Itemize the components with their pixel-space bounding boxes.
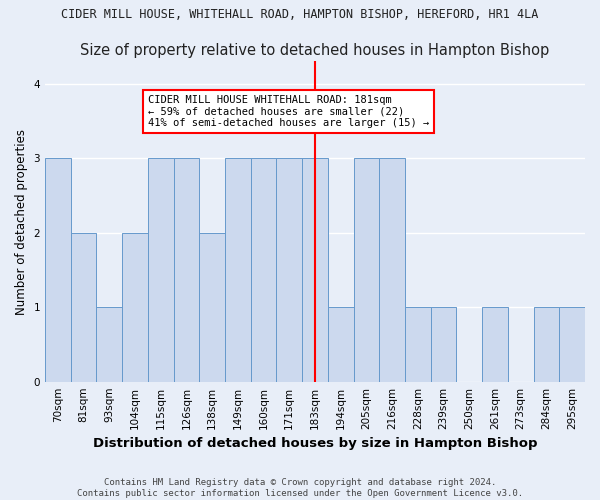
Bar [431,307,457,382]
Bar [482,307,508,382]
Bar [71,232,97,382]
Bar [45,158,71,382]
Text: CIDER MILL HOUSE WHITEHALL ROAD: 181sqm
← 59% of detached houses are smaller (22: CIDER MILL HOUSE WHITEHALL ROAD: 181sqm … [148,95,429,128]
Bar [122,232,148,382]
Text: Contains HM Land Registry data © Crown copyright and database right 2024.
Contai: Contains HM Land Registry data © Crown c… [77,478,523,498]
Bar [251,158,277,382]
Bar [225,158,251,382]
Text: CIDER MILL HOUSE, WHITEHALL ROAD, HAMPTON BISHOP, HEREFORD, HR1 4LA: CIDER MILL HOUSE, WHITEHALL ROAD, HAMPTO… [61,8,539,20]
Bar [199,232,225,382]
Bar [302,158,328,382]
Title: Size of property relative to detached houses in Hampton Bishop: Size of property relative to detached ho… [80,42,550,58]
Bar [173,158,199,382]
Bar [379,158,405,382]
Bar [533,307,559,382]
Bar [148,158,173,382]
Bar [559,307,585,382]
Bar [328,307,353,382]
Bar [277,158,302,382]
Bar [353,158,379,382]
X-axis label: Distribution of detached houses by size in Hampton Bishop: Distribution of detached houses by size … [93,437,537,450]
Y-axis label: Number of detached properties: Number of detached properties [15,128,28,314]
Bar [405,307,431,382]
Bar [97,307,122,382]
